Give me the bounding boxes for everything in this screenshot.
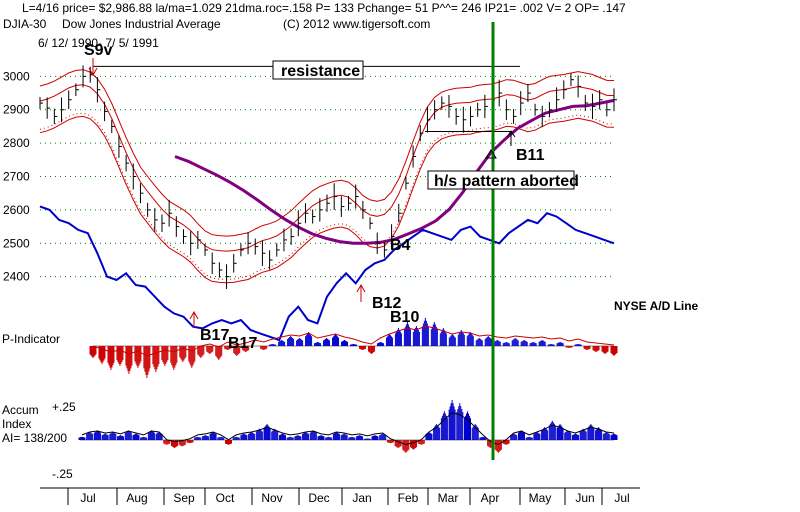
y-tick-label: 2500 [3, 236, 30, 250]
ad-line-path [39, 205, 615, 342]
x-axis-label: Jul [614, 491, 629, 505]
annotation-b4: B4 [390, 237, 411, 254]
x-axis-label: Oct [216, 491, 235, 505]
x-axis-label: Nov [261, 491, 282, 505]
b12-arrow [356, 283, 366, 302]
p-indicator-panel [89, 318, 618, 378]
annotation-resistance: resistance [281, 63, 360, 80]
x-axis-label: Feb [398, 491, 419, 505]
accum-index-panel [78, 400, 618, 453]
upper-band [39, 69, 615, 237]
x-axis-label: May [529, 491, 552, 505]
resistance-label-box [272, 60, 364, 80]
annotation-s9v: S9v [84, 42, 113, 59]
y-tick-label: 2800 [3, 136, 30, 150]
p-indicator-label: P-Indicator [2, 332, 60, 346]
b17-arrow [189, 310, 199, 328]
header-name: Dow Jones Industrial Average [62, 17, 221, 31]
accum-label-3: AI= 138/200 [2, 431, 67, 445]
y-tick-label: 2400 [3, 270, 30, 284]
ad-line [39, 205, 615, 342]
y-tick-label: 2700 [3, 170, 30, 184]
header-date-range: 6/ 12/ 1990- 7/ 5/ 1991 [38, 36, 159, 50]
x-axis-label: Jun [575, 491, 594, 505]
annotation-b17-a: B17 [200, 327, 229, 344]
y-tick-label: 2900 [3, 103, 30, 117]
moving-average [174, 98, 615, 245]
x-axis: Jul Aug Sep Oct Nov Dec Jan Feb Mar Apr May Jun Jul [40, 487, 640, 505]
header-stats: L=4/16 price= $2,986.88 la/ma=1.029 21dm… [22, 1, 626, 15]
x-axis-label: Jan [352, 491, 371, 505]
accum-label-2: Index [2, 417, 31, 431]
x-axis-label: Aug [126, 491, 147, 505]
annotation-b11: B11 [516, 147, 545, 164]
accum-top-tick: +.25 [52, 400, 76, 414]
dotted-band [39, 112, 615, 281]
b11-arrow [506, 130, 516, 146]
accum-label-1: Accum [2, 403, 39, 417]
header-copyright: (C) 2012 www.tigersoft.com [283, 17, 430, 31]
price-bars [39, 65, 617, 289]
x-axis-label: Dec [308, 491, 329, 505]
ma-line [174, 98, 615, 245]
accum-bottom-tick: -.25 [52, 467, 73, 481]
y-tick-label: 3000 [3, 69, 30, 83]
x-axis-label: Apr [481, 491, 500, 505]
annotation-nyse-ad: NYSE A/D Line [614, 299, 699, 313]
accum-ma [81, 412, 615, 446]
y-tick-label: 2600 [3, 203, 30, 217]
annotation-b10: B10 [390, 309, 419, 326]
x-axis-label: Sep [173, 491, 195, 505]
header-symbol: DJIA-30 [3, 17, 47, 31]
annotation-b17-b: B17 [228, 335, 257, 352]
hs-label-box [427, 170, 575, 190]
annotation-b12: B12 [372, 295, 401, 312]
p-indicator-ma [92, 325, 615, 357]
s9v-arrow [88, 58, 98, 77]
x-axis-label: Mar [438, 491, 459, 505]
x-axis-label: Jul [80, 491, 95, 505]
annotation-hs-pattern: h/s pattern aborted [434, 173, 579, 190]
price-y-ticks: 2400 2500 2600 2700 2800 2900 3000 [3, 69, 30, 283]
hs-triangle-marker [485, 149, 497, 159]
